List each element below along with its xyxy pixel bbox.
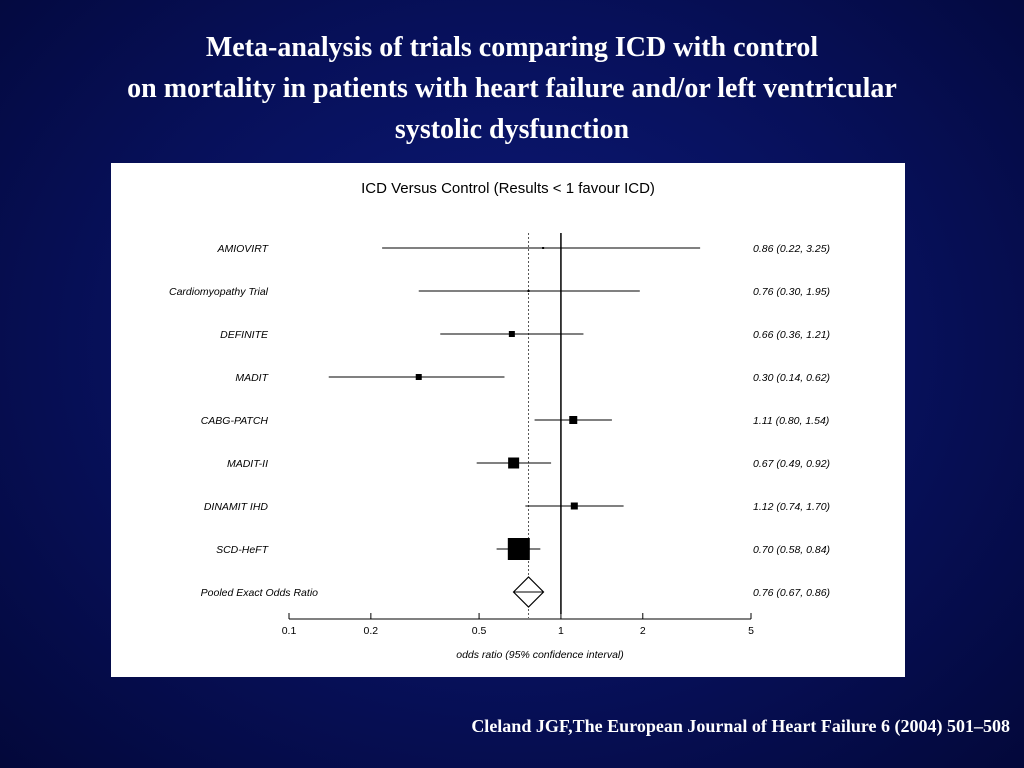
slide-title: Meta-analysis of trials comparing ICD wi… [0,27,1024,150]
x-axis-label: odds ratio (95% confidence interval) [456,649,624,661]
study-name: SCD-HeFT [216,544,270,556]
point-estimate [508,331,515,337]
estimate-label: 0.66 (0.36, 1.21) [753,329,830,341]
title-line-3: systolic dysfunction [394,114,630,145]
estimate-label: 0.70 (0.58, 0.84) [753,544,830,556]
estimate-label: 1.12 (0.74, 1.70) [753,501,830,513]
x-tick-label: 0.5 [472,625,487,637]
estimate-label: 0.76 (0.30, 1.95) [753,286,830,298]
point-estimate [527,290,530,292]
x-tick-label: 1 [558,625,564,637]
title-line-2: on mortality in patients with heart fail… [127,73,897,104]
estimate-label: 0.30 (0.14, 0.62) [753,372,830,384]
study-name: DEFINITE [220,329,269,341]
forest-plot: ICD Versus Control (Results < 1 favour I… [169,180,830,661]
x-tick-label: 0.1 [282,625,297,637]
point-estimate [507,538,530,560]
pooled-name: Pooled Exact Odds Ratio [201,587,318,599]
estimate-label: 0.67 (0.49, 0.92) [753,458,830,470]
point-estimate [508,457,520,469]
x-tick-label: 5 [748,625,754,637]
point-estimate [542,247,545,249]
study-name: CABG-PATCH [201,415,269,427]
study-name: MADIT-II [227,458,268,470]
citation: Cleland JGF,The European Journal of Hear… [471,716,1010,736]
forest-plot-panel: ICD Versus Control (Results < 1 favour I… [111,163,905,677]
chart-title: ICD Versus Control (Results < 1 favour I… [361,180,655,197]
x-tick-label: 2 [640,625,646,637]
point-estimate [415,374,422,380]
point-estimate [569,416,578,424]
point-estimate [570,502,578,510]
title-line-1: Meta-analysis of trials comparing ICD wi… [205,32,819,63]
estimate-label: 0.86 (0.22, 3.25) [753,243,830,255]
study-name: MADIT [235,372,269,384]
estimate-label: 1.11 (0.80, 1.54) [753,415,829,427]
study-name: Cardiomyopathy Trial [169,286,269,298]
x-tick-label: 0.2 [364,625,379,637]
study-name: DINAMIT IHD [204,501,269,513]
pooled-label: 0.76 (0.67, 0.86) [753,587,830,599]
study-name: AMIOVIRT [216,243,269,255]
